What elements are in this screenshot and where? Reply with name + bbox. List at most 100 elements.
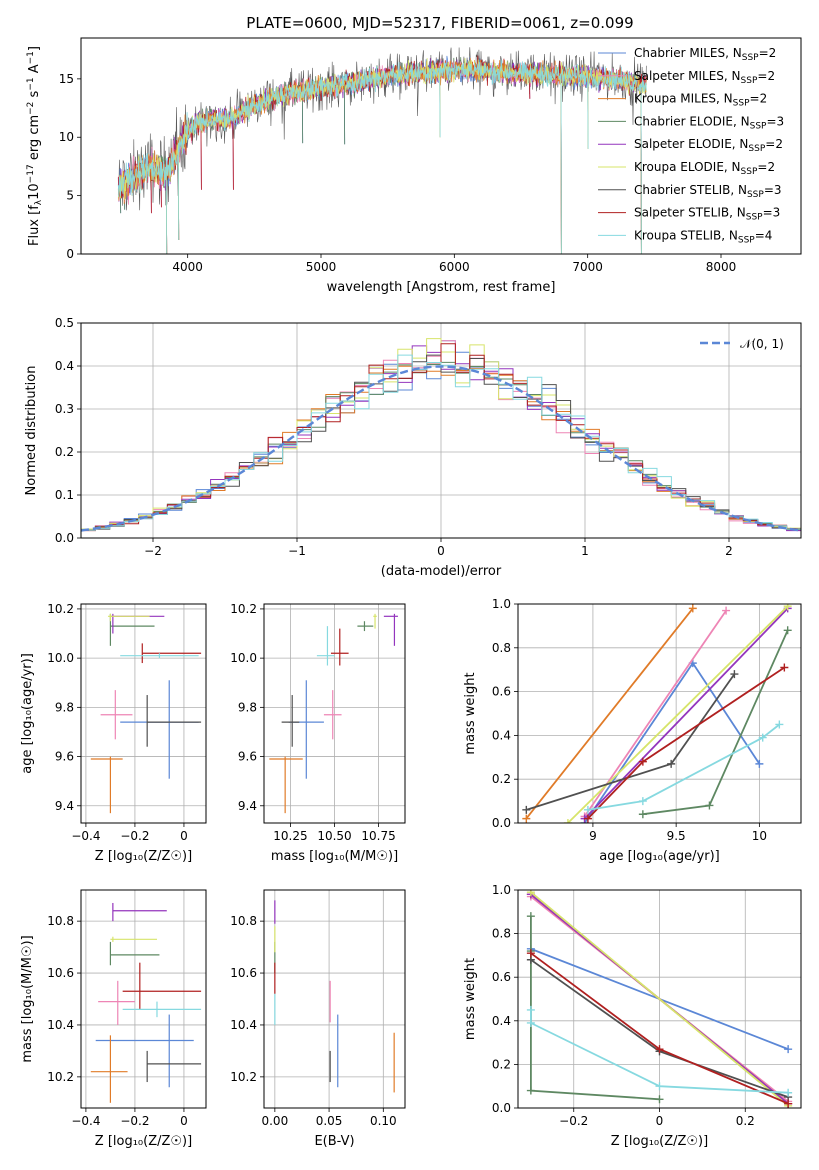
- mass-weight-marker: [638, 810, 647, 819]
- mass-weight-marker: [526, 890, 535, 897]
- mass-weight-marker: [667, 759, 676, 768]
- errorbar-point: [146, 1050, 202, 1083]
- mass-weight-marker: [705, 801, 714, 810]
- mass-weight-line: [583, 607, 789, 820]
- spectrum-line: [117, 58, 647, 254]
- y-tick-label: 10.2: [47, 1070, 74, 1084]
- mass-weight-marker: [784, 1045, 793, 1054]
- y-tick-label: 15: [59, 72, 74, 86]
- x-tick-label: 10.25: [273, 829, 307, 843]
- age_vs_mass-plot-area: [269, 613, 398, 814]
- y-tick-label: 10.2: [230, 1070, 257, 1084]
- mass-weight-marker: [784, 1088, 793, 1097]
- age_vs_mass-panel: 10.25 10.50 10.75 9.4 9.6 9.8 10.0 10.2 mass [lo…: [230, 602, 406, 864]
- x-tick-label: −0.2: [559, 1114, 588, 1128]
- y-tick-label: 0.0: [55, 531, 74, 545]
- y-tick-label: 0.3: [55, 402, 74, 416]
- y-axis-label: mass weight: [463, 672, 478, 754]
- x-tick-label: 10: [752, 829, 767, 843]
- axes-frame: [263, 603, 406, 824]
- y-tick-label: 0.1: [55, 488, 74, 502]
- x-tick-label: 8000: [706, 260, 737, 274]
- mass-weight-line: [642, 629, 789, 816]
- legend-entry: Chabrier ELODIE, NSSP=3: [634, 114, 784, 131]
- spectrum-legend: Chabrier MILES, NSSP=2 Salpeter MILES, NS…: [598, 46, 784, 245]
- x-axis-label: wavelength [Angstrom, rest frame]: [327, 280, 556, 295]
- mass-weight-marker: [563, 819, 572, 823]
- y-tick-label: 0.8: [492, 927, 511, 941]
- errorbar-point: [95, 1014, 194, 1088]
- mass-weight-marker: [730, 670, 739, 679]
- errorbar-point: [120, 653, 199, 659]
- mass_vs_EBV-plot-area: [274, 900, 395, 1093]
- x-tick-label: 9: [589, 829, 597, 843]
- x-tick-label: −0.2: [120, 1114, 149, 1128]
- y-tick-label: 10.4: [47, 1018, 74, 1032]
- errorbar-point: [112, 902, 167, 922]
- legend-entry: Salpeter STELIB, NSSP=3: [634, 206, 780, 223]
- y-tick-label: 10.4: [230, 1018, 257, 1032]
- errorbar-point: [90, 1035, 128, 1103]
- x-axis-label: Z [log₁₀(Z/Z☉)]: [611, 1134, 708, 1149]
- y-tick-label: 5: [66, 189, 74, 203]
- mass-weight-marker: [526, 1018, 535, 1027]
- mass-weight-line: [530, 891, 789, 1107]
- axes-frame: [80, 322, 802, 539]
- y-tick-label: 0.2: [55, 445, 74, 459]
- spectrum-panel: 4000 5000 6000 7000 8000 0 5 10 15 wavelength [An…: [26, 37, 802, 295]
- y-tick-label: 10.2: [230, 602, 257, 616]
- y-tick-label: 0.6: [492, 685, 511, 699]
- mass-weight-line: [525, 607, 694, 820]
- errorbar-point: [122, 1001, 202, 1018]
- errorbar-point: [269, 756, 303, 814]
- legend-entry: Chabrier STELIB, NSSP=3: [634, 183, 782, 200]
- axes-frame: [80, 889, 207, 1109]
- errorbar-point: [109, 613, 155, 646]
- x-tick-label: 0.05: [316, 1114, 343, 1128]
- x-tick-label: −0.4: [71, 829, 100, 843]
- x-tick-label: 0.2: [736, 1114, 755, 1128]
- spectrum-line: [117, 59, 647, 254]
- x-axis-label: (data-model)/error: [381, 564, 502, 579]
- mass-weight-marker: [722, 606, 731, 615]
- mass-weight-marker: [758, 733, 767, 742]
- mass_vs_EBV-panel: 0.00 0.05 0.10 10.2 10.4 10.6 10.8 E(B-V): [230, 889, 406, 1149]
- y-axis-label: Flux [fλ10−17 erg cm−2 s−1 A−1]: [26, 46, 44, 246]
- y-axis-label: mass [log₁₀(M/M☉)]: [20, 935, 35, 1062]
- mass-weight-marker: [780, 663, 789, 672]
- y-tick-label: 0.2: [492, 1057, 511, 1071]
- x-axis-label: Z [log₁₀(Z/Z☉)]: [95, 849, 192, 864]
- errorbar-point: [288, 680, 324, 779]
- x-tick-label: 0.00: [261, 1114, 288, 1128]
- mass-weight-marker: [655, 1095, 664, 1104]
- errorbar-point: [120, 680, 199, 779]
- age_vs_Z-panel: −0.4 −0.2 0 9.4 9.6 9.8 10.0 10.2 Z [log₁₀(Z/Z☉)…: [20, 602, 207, 864]
- x-tick-label: −0.2: [120, 829, 149, 843]
- y-tick-label: 1.0: [492, 597, 511, 611]
- y-axis-label: Normed distribution: [24, 366, 39, 496]
- y-tick-label: 0.2: [492, 772, 511, 786]
- y-tick-label: 9.6: [238, 750, 257, 764]
- errorbar-point: [122, 962, 202, 1010]
- mass-weight-marker: [784, 1099, 793, 1108]
- errorbar-point: [357, 621, 374, 632]
- y-tick-label: 10.0: [230, 651, 257, 665]
- errorbar-point: [281, 695, 300, 747]
- legend-entry: 𝒩(0, 1): [740, 337, 784, 351]
- errorbar-point: [141, 643, 202, 664]
- mass-weight-marker: [775, 720, 784, 729]
- x-tick-label: 0.10: [370, 1114, 397, 1128]
- mass-weight-marker: [783, 626, 792, 635]
- mass-weight-marker: [526, 949, 535, 958]
- y-tick-label: 0.4: [492, 1014, 511, 1028]
- mass-weight-marker: [526, 912, 535, 921]
- y-tick-label: 10.8: [47, 914, 74, 928]
- mass-weight-marker: [638, 757, 647, 766]
- x-tick-label: 10.50: [317, 829, 351, 843]
- errorbar-point: [110, 936, 157, 942]
- mass-weight-marker: [583, 814, 592, 823]
- residuals-panel: −2 −1 0 1 2 0.0 0.1 0.2 0.3 0.4 0.5 (data-model)/er…: [24, 316, 802, 579]
- y-tick-label: 10.6: [230, 966, 257, 980]
- legend-entry: Chabrier MILES, NSSP=2: [634, 46, 776, 63]
- x-axis-label: E(B-V): [314, 1134, 354, 1149]
